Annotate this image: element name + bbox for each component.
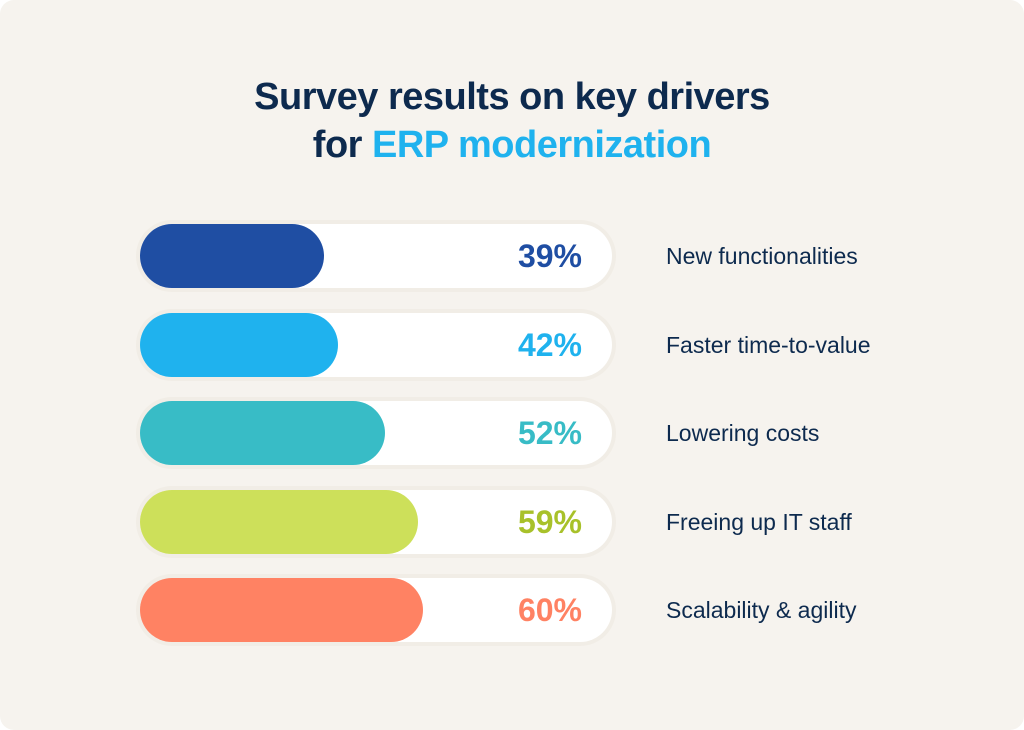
bar-category-label: Freeing up IT staff xyxy=(666,509,852,535)
bar-row: 42% Faster time-to-value xyxy=(140,313,871,377)
bar-row: 59% Freeing up IT staff xyxy=(140,490,852,554)
bar-track: 59% xyxy=(140,490,612,554)
bar-value-label: 42% xyxy=(517,327,582,363)
chart-title-line-1: Survey results on key drivers xyxy=(254,76,770,118)
chart-title-accent: ERP modernization xyxy=(372,124,712,166)
bar-row: 39% New functionalities xyxy=(140,224,858,288)
bar-value-label: 39% xyxy=(517,238,582,274)
bar-fill xyxy=(140,224,325,288)
bar-fill xyxy=(140,490,419,554)
bar-track: 42% xyxy=(140,313,612,377)
bar-row: 52% Lowering costs xyxy=(140,401,819,465)
bar-category-label: New functionalities xyxy=(666,243,858,269)
chart-title-line-2: for ERP modernization xyxy=(0,120,1024,170)
bar-track: 39% xyxy=(140,224,612,288)
bar-fill xyxy=(140,313,339,377)
bar-fill xyxy=(140,401,386,465)
bar-fill xyxy=(140,578,424,642)
bar-value-label: 59% xyxy=(517,504,582,540)
bar-category-label: Scalability & agility xyxy=(666,597,857,623)
bar-category-label: Faster time-to-value xyxy=(666,332,871,358)
bar-track: 52% xyxy=(140,401,612,465)
bar-value-label: 52% xyxy=(517,415,582,451)
bar-category-label: Lowering costs xyxy=(666,420,820,446)
bar-value-label: 60% xyxy=(517,592,582,628)
bar-track: 60% xyxy=(140,578,612,642)
chart-title-prefix: for xyxy=(312,124,363,166)
bar-row: 60% Scalability & agility xyxy=(140,578,856,642)
